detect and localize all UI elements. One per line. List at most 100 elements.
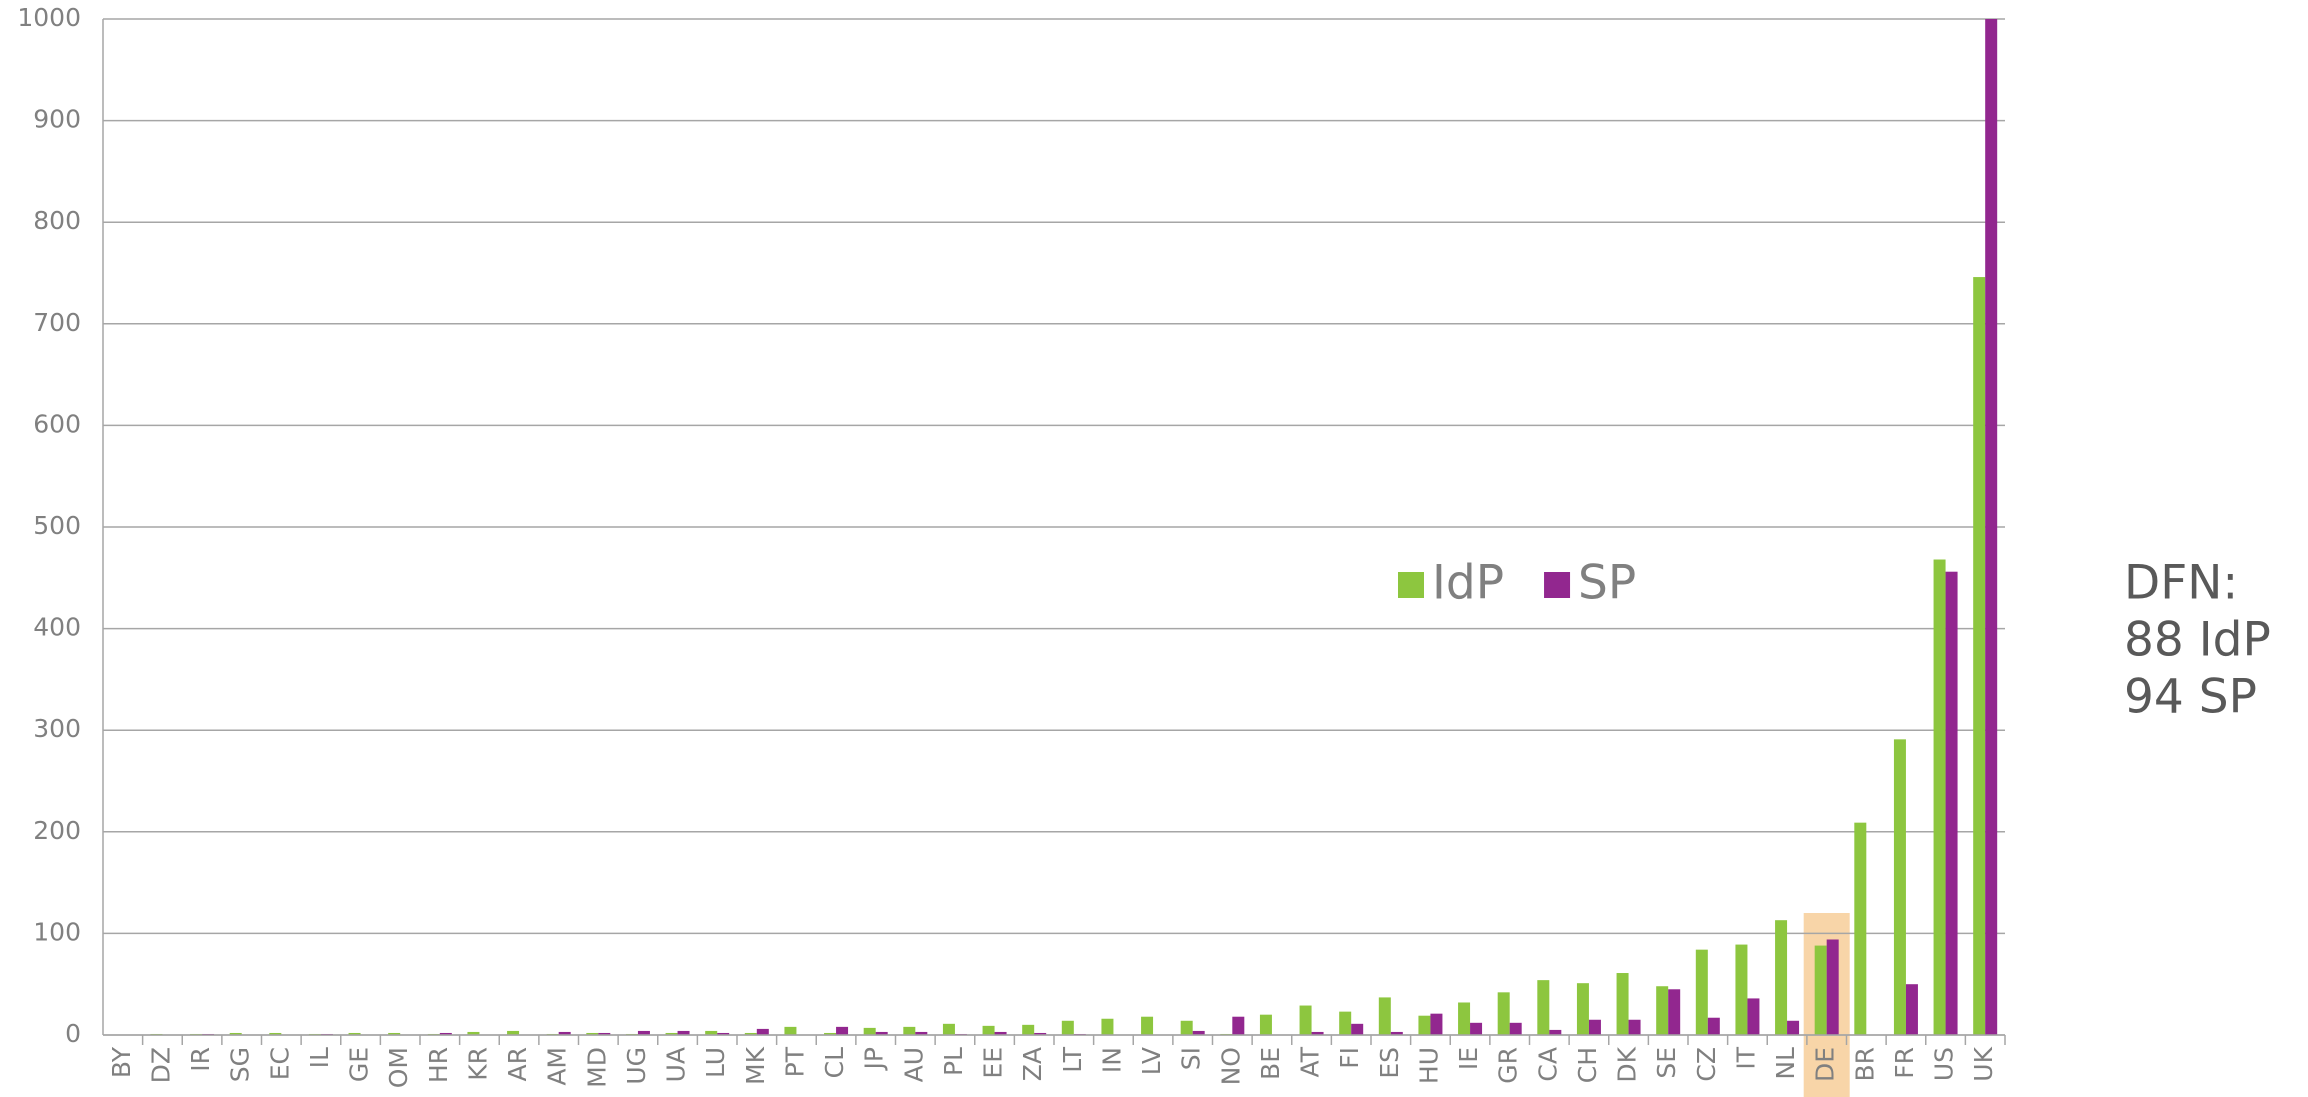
x-tick-label: IL — [305, 1047, 334, 1068]
bar — [1787, 1020, 1800, 1035]
bar — [1905, 984, 1918, 1035]
bar — [1430, 1013, 1443, 1035]
bar — [1945, 571, 1958, 1035]
y-tick-label: 300 — [33, 714, 81, 743]
x-tick-label: AT — [1296, 1046, 1325, 1077]
bar — [863, 1027, 876, 1035]
bar — [388, 1032, 401, 1035]
y-tick-label: 100 — [33, 917, 81, 946]
bar — [915, 1031, 928, 1035]
x-tick-label: BR — [1850, 1047, 1879, 1082]
x-tick-label: CA — [1533, 1047, 1562, 1082]
bar — [1192, 1030, 1205, 1035]
y-tick-label: 200 — [33, 816, 81, 845]
x-tick-label: PT — [780, 1046, 809, 1077]
x-tick-label: LT — [1058, 1046, 1087, 1072]
y-tick-label: 700 — [33, 308, 81, 337]
bar — [1747, 998, 1760, 1035]
x-tick-label: HU — [1414, 1047, 1443, 1084]
x-tick-label: ZA — [1018, 1047, 1047, 1081]
bar — [665, 1032, 678, 1035]
bar — [1339, 1011, 1352, 1035]
bar — [717, 1032, 730, 1035]
x-tick-label: SI — [1177, 1047, 1206, 1070]
bar — [784, 1026, 797, 1035]
bar — [1775, 920, 1788, 1035]
y-tick-label: 1000 — [17, 3, 81, 32]
x-tick-label: KR — [463, 1047, 492, 1081]
x-tick-label: AM — [543, 1047, 572, 1086]
x-tick-label: LV — [1137, 1047, 1166, 1075]
y-tick-label: 600 — [33, 409, 81, 438]
bar — [1497, 992, 1510, 1035]
bar — [1616, 973, 1629, 1035]
bar — [1695, 949, 1708, 1035]
y-tick-label: 400 — [33, 613, 81, 642]
bar — [1418, 1015, 1431, 1035]
x-tick-label: IT — [1731, 1046, 1760, 1069]
bar — [637, 1030, 650, 1035]
bar — [1668, 989, 1681, 1035]
bar — [994, 1031, 1007, 1035]
bar — [744, 1032, 757, 1035]
x-tick-label: BY — [107, 1046, 136, 1078]
bar — [836, 1026, 849, 1035]
bar — [598, 1032, 611, 1035]
bar — [756, 1028, 769, 1035]
x-tick-label: GE — [345, 1047, 374, 1082]
y-tick-label: 800 — [33, 206, 81, 235]
bar — [982, 1025, 995, 1035]
x-tick-label: UG — [622, 1047, 651, 1085]
bar — [903, 1026, 916, 1035]
bar — [1458, 1002, 1471, 1035]
bar — [1509, 1022, 1522, 1035]
x-tick-label: FI — [1335, 1047, 1364, 1069]
bar — [1351, 1023, 1364, 1035]
bar — [269, 1032, 282, 1035]
x-tick-label: MK — [741, 1046, 770, 1085]
y-tick-label: 0 — [65, 1019, 81, 1048]
bar — [1034, 1032, 1047, 1035]
bar — [1022, 1024, 1035, 1035]
bar — [942, 1023, 955, 1035]
bar — [1259, 1014, 1272, 1035]
bar — [875, 1031, 888, 1035]
bar — [1311, 1031, 1324, 1035]
annotation: 94 SP — [2124, 670, 2257, 725]
bar — [824, 1032, 837, 1035]
x-tick-label: PL — [939, 1047, 968, 1076]
bar — [1101, 1018, 1114, 1035]
bar — [1854, 822, 1867, 1035]
x-tick-label: JP — [860, 1047, 889, 1071]
x-tick-label: DE — [1811, 1047, 1840, 1082]
y-tick-label: 900 — [33, 105, 81, 134]
x-tick-label: IR — [186, 1047, 215, 1072]
bar — [1378, 997, 1391, 1035]
x-tick-label: NL — [1771, 1047, 1800, 1080]
x-tick-label: OM — [384, 1047, 413, 1088]
x-tick-label: ES — [1375, 1047, 1404, 1079]
x-tick-label: UK — [1969, 1046, 1998, 1081]
x-tick-label: HR — [424, 1047, 453, 1083]
x-tick-label: CZ — [1692, 1047, 1721, 1082]
x-tick-label: FR — [1890, 1047, 1919, 1079]
bar — [439, 1032, 452, 1035]
bar — [558, 1031, 571, 1035]
bar — [1973, 277, 1986, 1036]
x-tick-label: MD — [582, 1047, 611, 1088]
x-tick-label: IE — [1454, 1047, 1483, 1070]
bar — [1061, 1020, 1074, 1035]
bar — [1588, 1019, 1601, 1035]
bar — [1390, 1031, 1403, 1035]
bar — [1232, 1016, 1245, 1035]
bar — [507, 1030, 520, 1035]
bar — [1628, 1019, 1641, 1035]
x-tick-label: AR — [503, 1047, 532, 1081]
x-tick-label: DZ — [146, 1047, 175, 1083]
bar — [1656, 986, 1669, 1035]
bar — [705, 1030, 718, 1035]
x-tick-label: AU — [899, 1047, 928, 1082]
bar — [1735, 944, 1748, 1035]
y-tick-label: 500 — [33, 511, 81, 540]
bar — [1933, 559, 1946, 1035]
